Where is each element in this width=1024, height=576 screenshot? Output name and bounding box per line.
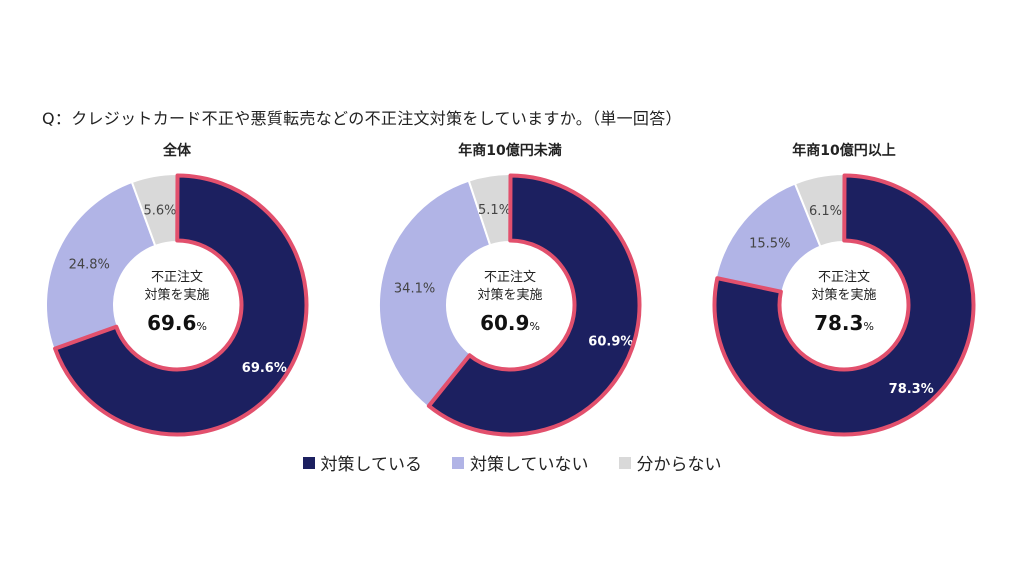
highlight-outline <box>53 173 309 437</box>
highlight-outline <box>712 173 976 437</box>
legend-item-implemented: 対策している <box>302 450 423 475</box>
legend-swatch <box>302 456 315 469</box>
center-label-line2: 対策を実施 <box>477 287 542 303</box>
legend-swatch <box>452 456 464 469</box>
highlight-outline <box>426 173 642 437</box>
center-value: 78.3% <box>814 311 874 335</box>
data-label: 15.5% <box>749 237 790 252</box>
legend-swatch <box>618 456 631 469</box>
question-text: Q：クレジットカード不正や悪質転売などの不正注文対策をしていますか。（単一回答） <box>42 109 682 128</box>
center-label-line2: 対策を実施 <box>811 287 876 303</box>
center-value: 60.9% <box>480 311 540 335</box>
data-label: 60.9% <box>588 335 633 350</box>
center-label-line1: 不正注文 <box>151 270 203 285</box>
data-label: 6.1% <box>809 204 842 219</box>
data-label: 78.3% <box>889 382 934 397</box>
legend-label: 対策している <box>320 455 423 475</box>
center-label-line1: 不正注文 <box>818 270 870 285</box>
slice-not-implemented <box>45 180 157 350</box>
slice-not-implemented <box>378 179 492 409</box>
center-label-line1: 不正注文 <box>484 270 536 285</box>
legend-item-not-implemented: 対策していない <box>452 450 589 475</box>
chart-title-under-1b: 年商10億円未満 <box>458 143 562 159</box>
center-value: 69.6% <box>147 311 207 335</box>
data-label: 5.1% <box>478 203 511 218</box>
legend-item-unknown: 分からない <box>618 450 722 475</box>
chart-title-overall: 全体 <box>163 143 191 159</box>
legend-label: 対策していない <box>470 455 589 475</box>
legend-label: 分からない <box>636 455 722 475</box>
data-label: 24.8% <box>69 258 110 273</box>
data-label: 34.1% <box>394 282 435 297</box>
legend: 対策している 対策していない 分からない <box>0 450 1024 475</box>
data-label: 5.6% <box>144 203 177 218</box>
data-label: 69.6% <box>242 361 287 376</box>
center-label-line2: 対策を実施 <box>144 287 209 303</box>
chart-title-over-1b: 年商10億円以上 <box>792 143 896 159</box>
